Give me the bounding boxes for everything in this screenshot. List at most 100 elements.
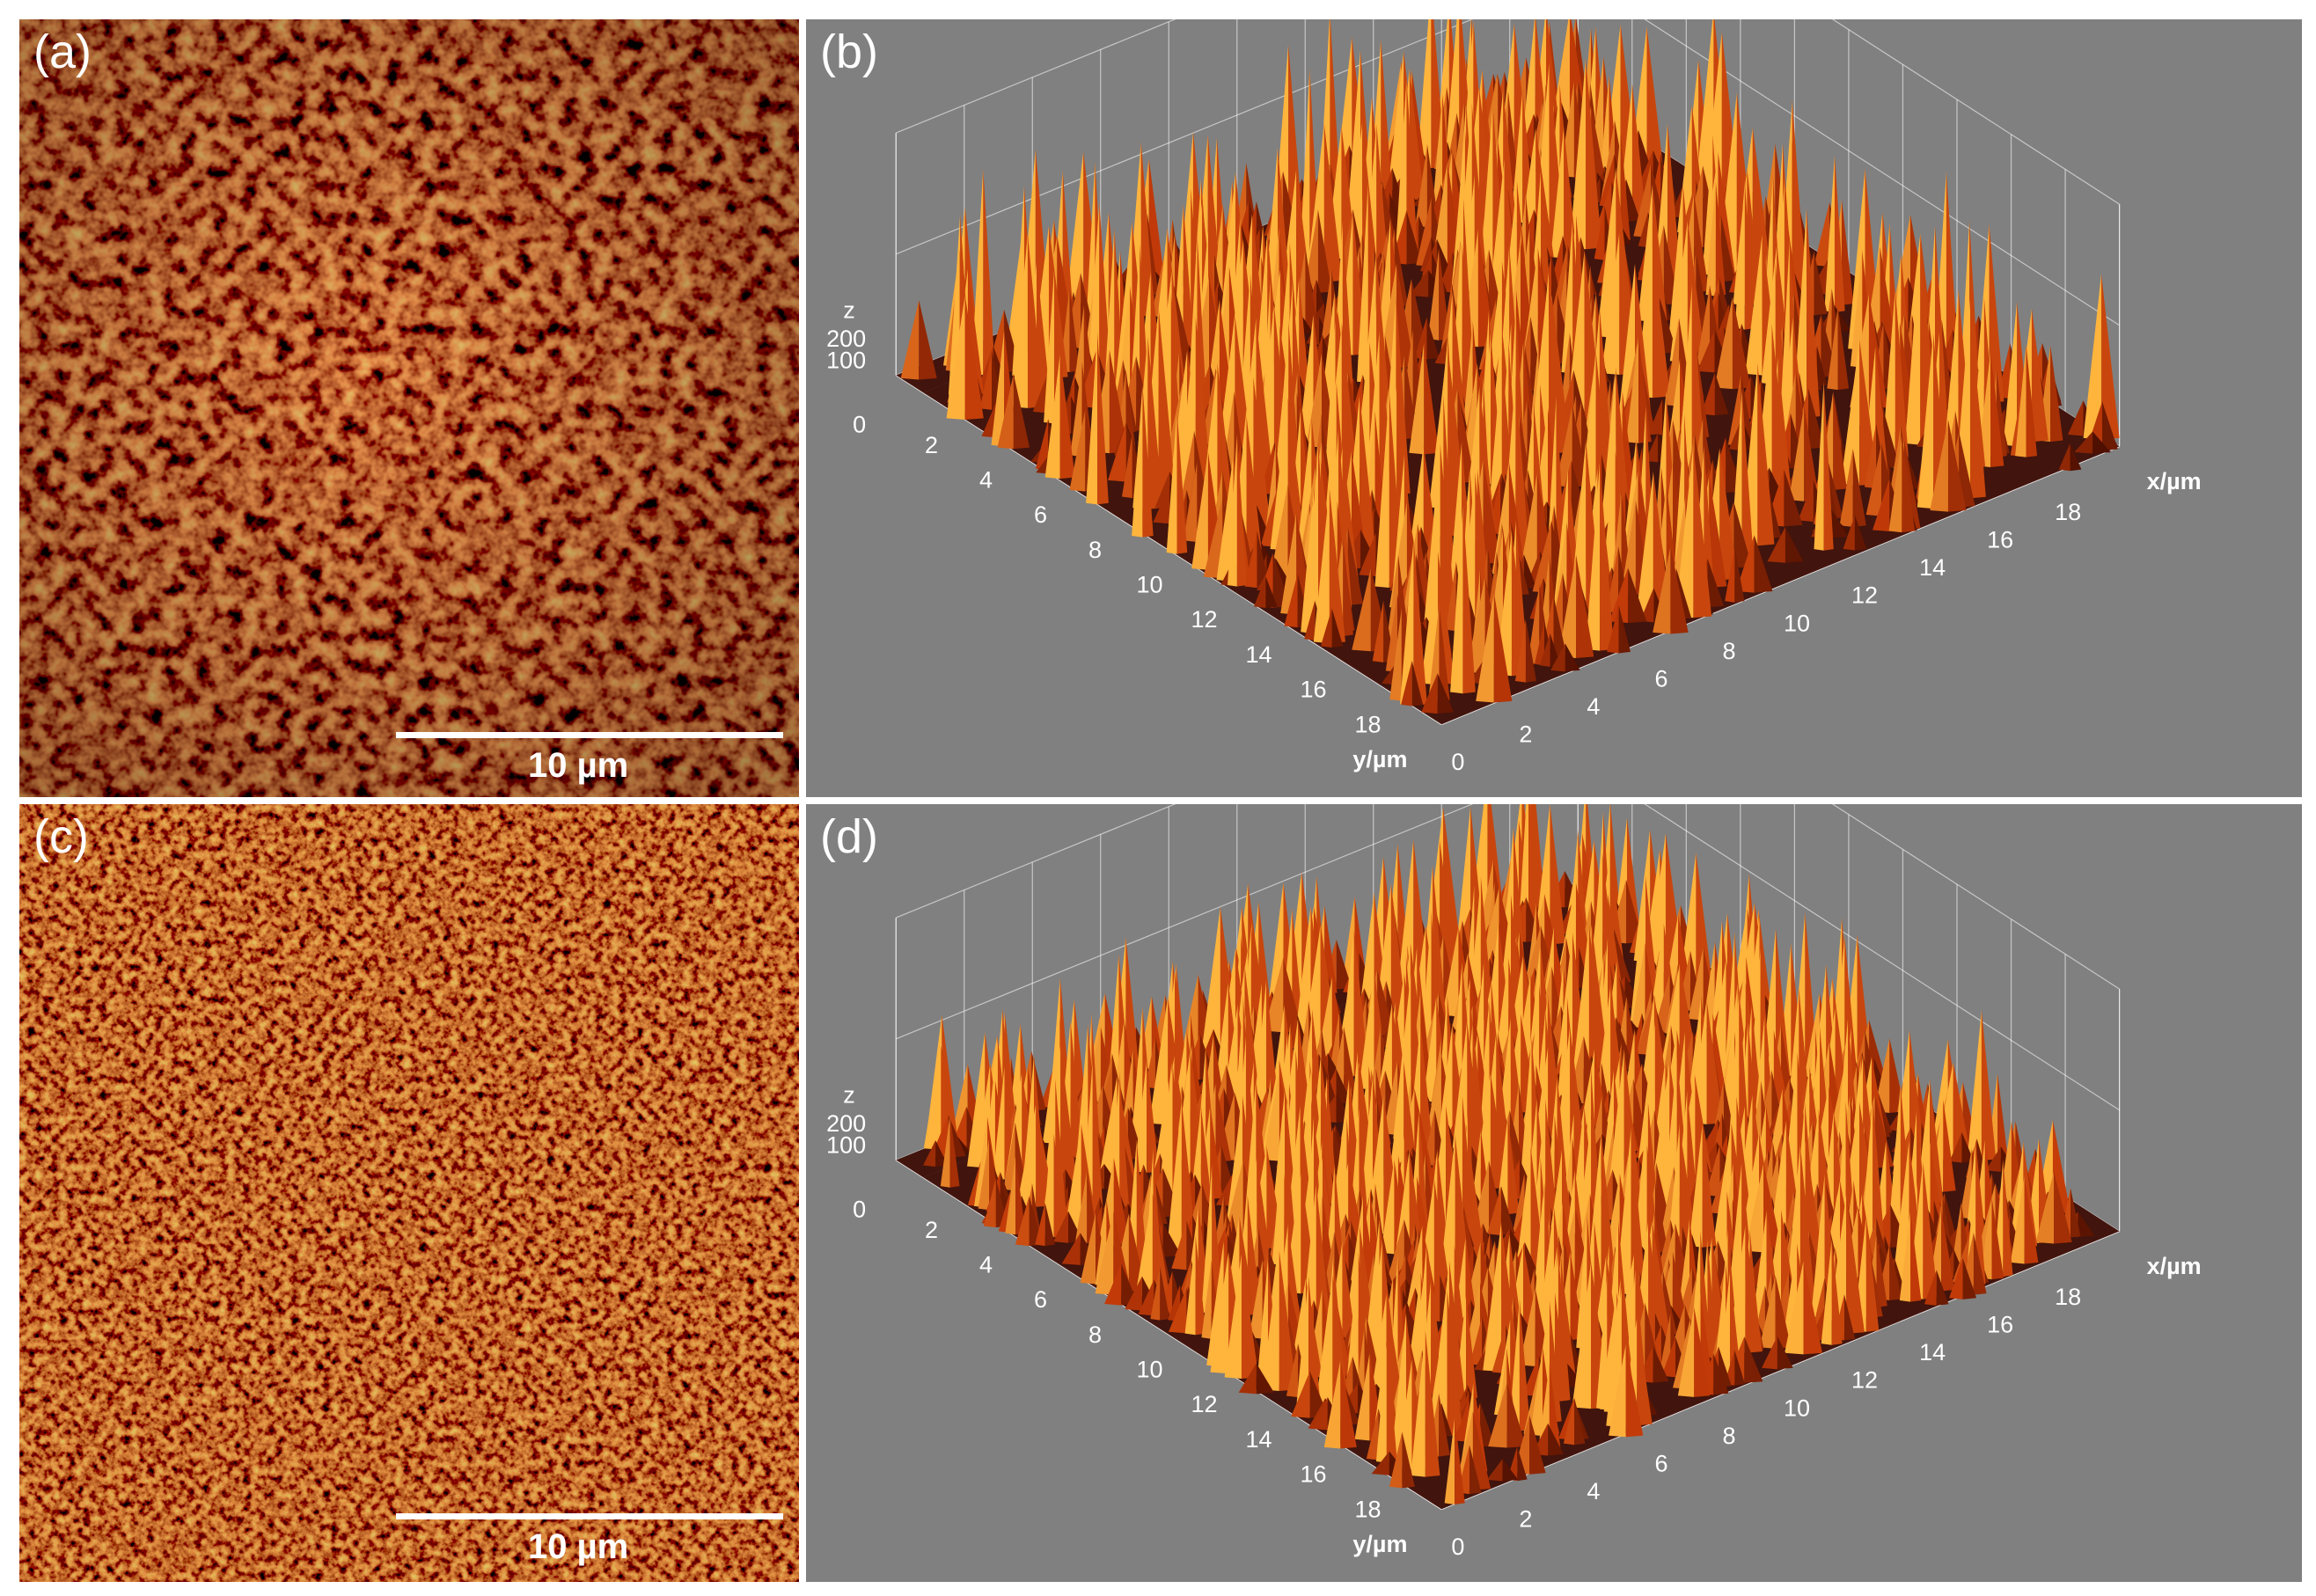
plot-d-peak-shade: [949, 1114, 960, 1188]
plot-b-peak-lit: [1565, 250, 1585, 421]
plot-b-peak-lit: [1427, 248, 1440, 340]
plot-d-peak-lit: [1249, 1259, 1263, 1339]
plot-b-peak-shade: [1176, 409, 1188, 554]
plot-d-peak-shade: [1462, 1095, 1477, 1256]
plot-d-peak-lit: [1785, 1261, 1804, 1355]
plot-d-peak-lit: [1960, 1148, 1972, 1219]
plot-d-peak-lit: [940, 1114, 950, 1188]
plot-b-peak-shade: [1631, 84, 1646, 220]
plot-b-peak-lit: [1203, 497, 1223, 579]
plot-b-peak-lit: [1086, 331, 1098, 505]
plot-b-peak-shade: [1376, 123, 1389, 273]
plot-b-y-tick-label: 4: [979, 466, 993, 493]
plot-b-peak-shade: [1707, 558, 1725, 608]
plot-b-peak-lit: [1550, 127, 1565, 259]
plot-b-peak-lit: [1532, 521, 1551, 593]
plot-b-peak-lit: [1873, 479, 1890, 531]
plot-b-peak-lit: [1044, 354, 1060, 480]
plot-b-peak-shade: [1406, 78, 1418, 263]
plot-b-peak-lit: [1306, 353, 1323, 448]
scale-bar-label-a: 10 µm: [528, 746, 629, 785]
plot-d-peak-lit: [1949, 1257, 1963, 1299]
plot-b-peak-lit: [900, 300, 920, 380]
plot-b-peak-shade: [1638, 335, 1652, 443]
plot-d-peak-lit: [1035, 1202, 1045, 1247]
plot-b-peak-shade: [1816, 346, 1828, 387]
plot-b-peak-shade: [1288, 44, 1303, 226]
plot-d-peak-lit: [1150, 1266, 1161, 1321]
plot-d-peak-shade: [1588, 924, 1606, 1078]
plot-d-peak-shade: [1648, 1220, 1664, 1352]
plot-b-peak-lit: [1320, 608, 1332, 648]
plot-d-peak-lit: [1224, 1160, 1243, 1238]
plot-d-peak-lit: [1521, 1036, 1532, 1180]
plot-d-peak-shade: [1739, 987, 1750, 1158]
plot-b-peak-shade: [1553, 596, 1567, 660]
plot-d-peak-shade: [1865, 1216, 1880, 1332]
plot-d-peak-shade: [1941, 1209, 1955, 1292]
plot-d-peak-lit: [923, 1140, 936, 1168]
plot-d-peak-lit: [1586, 1132, 1601, 1287]
plot-d-peak-shade: [1936, 1270, 1949, 1306]
plot-d-peak-shade: [1831, 1239, 1843, 1345]
plot-b-peak-shade: [1317, 209, 1332, 294]
plot-b-peak-lit: [1166, 409, 1177, 554]
plot-b-peak-shade: [1576, 554, 1594, 659]
plot-b-y-tick-label: 14: [1246, 641, 1272, 668]
plot-b-peak-shade: [1148, 158, 1165, 279]
plot-b-peak-lit: [1445, 561, 1456, 632]
plot-d-peak-shade: [1876, 1234, 1887, 1307]
plot-d-peak-lit: [1679, 1218, 1690, 1308]
plot-b-x-tick-label: 8: [1722, 638, 1735, 664]
plot-d-peak-lit: [983, 1177, 996, 1228]
plot-b-peak-lit: [1745, 235, 1763, 376]
plot-b-peak-lit: [1864, 423, 1877, 489]
plot-b-peak-lit: [1569, 58, 1587, 250]
plot-b-peak-lit: [1636, 471, 1653, 619]
plot-b-peak-lit: [1529, 272, 1550, 454]
plot-b-peak-shade: [1719, 447, 1738, 581]
plot-d-peak-lit: [1811, 1173, 1825, 1319]
plot-d-peak-shade: [1631, 1128, 1646, 1295]
plot-b-peak-shade: [1564, 127, 1578, 259]
plot-b-peak-shade: [1754, 535, 1773, 593]
plot-b-peak-lit: [1304, 600, 1316, 641]
plot-b-peak-shade: [1525, 619, 1536, 683]
plot-b-peak-shade: [1109, 349, 1128, 454]
plot-b-peak-lit: [1843, 515, 1855, 551]
plot-b-peak-lit: [1388, 51, 1404, 192]
plot-d-peak-lit: [1148, 997, 1169, 1125]
plot-d-peak-shade: [1507, 1116, 1520, 1215]
plot-d-peak-shade: [1702, 1124, 1717, 1248]
plot-d-peak-shade: [1655, 1182, 1668, 1254]
plot-b-peak-lit: [1601, 232, 1620, 375]
plot-b-peak-shade: [1902, 435, 1916, 533]
plot-d-peak-lit: [993, 1065, 1005, 1180]
plot-d-peak-shade: [1420, 1022, 1433, 1154]
plot-b-peak-lit: [1697, 330, 1715, 373]
plot-b-peak-lit: [1420, 551, 1439, 685]
plot-b-peak-lit: [1621, 500, 1636, 596]
plot-b-peak-shade: [1062, 170, 1074, 319]
plot-d-peak-lit: [1487, 1185, 1501, 1235]
plot-b-peak-shade: [1549, 272, 1568, 454]
plot-b-peak-shade: [1343, 537, 1353, 637]
plot-d-peak-shade: [1160, 1266, 1170, 1321]
plot-b-peak-lit: [1087, 201, 1100, 387]
plot-d-peak-shade: [1060, 1045, 1078, 1191]
plot-b-peak-shade: [1715, 181, 1726, 297]
plot-b-peak-shade: [1732, 297, 1751, 390]
plot-b-peak-lit: [1638, 212, 1648, 248]
plot-b-peak-shade: [1059, 354, 1075, 480]
plot-d-peak-lit: [1104, 1263, 1122, 1306]
plot-d-peak-lit: [1359, 892, 1374, 1014]
scale-bar-label-c: 10 µm: [528, 1527, 629, 1566]
plot-b-peak-shade: [1600, 462, 1615, 651]
plot-b-peak-shade: [1097, 331, 1109, 505]
plot-b-peak-lit: [1011, 233, 1028, 408]
plot-d-peak-lit: [1171, 1220, 1187, 1270]
plot-b-peak-shade: [1396, 263, 1415, 369]
plot-b-peak-lit: [1449, 441, 1462, 584]
plot-b-peak-shade: [1341, 324, 1359, 488]
